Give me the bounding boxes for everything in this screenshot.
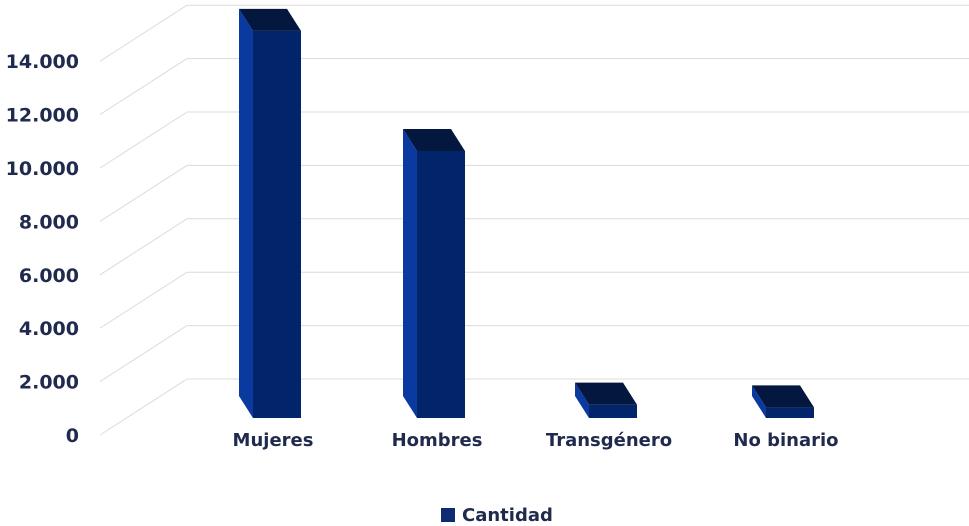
bar-front bbox=[589, 404, 637, 418]
x-tick-label: No binario bbox=[733, 430, 838, 451]
bar-top bbox=[403, 129, 465, 151]
bar-front bbox=[253, 30, 301, 418]
y-tick-label: 12.000 bbox=[6, 105, 79, 127]
bar-side bbox=[752, 385, 766, 418]
bar-side bbox=[575, 382, 589, 418]
y-axis-ticks: 0 2.000 4.000 6.000 8.000 10.000 12.000 14.000 bbox=[6, 51, 79, 447]
x-axis-labels: Mujeres Hombres Transgénero No binario bbox=[233, 430, 839, 451]
gridline-wall bbox=[99, 271, 188, 329]
gridline-wall bbox=[99, 325, 188, 383]
gridline-wall bbox=[99, 378, 188, 436]
bar-front bbox=[417, 151, 465, 418]
y-tick-label: 8.000 bbox=[19, 211, 79, 233]
bar bbox=[239, 8, 301, 418]
bars bbox=[239, 8, 814, 418]
bar-front bbox=[766, 407, 814, 418]
x-tick-label: Hombres bbox=[392, 430, 483, 451]
y-tick-label: 4.000 bbox=[19, 318, 79, 340]
y-tick-label: 14.000 bbox=[6, 51, 79, 73]
legend-swatch bbox=[441, 508, 455, 522]
gridline-wall bbox=[99, 164, 188, 222]
y-tick-label: 6.000 bbox=[19, 265, 79, 287]
gridline-wall bbox=[99, 111, 188, 169]
y-tick-label: 2.000 bbox=[19, 372, 79, 394]
bar bbox=[752, 385, 814, 418]
bar-side bbox=[239, 8, 253, 418]
legend: Cantidad bbox=[441, 504, 553, 526]
y-tick-label: 10.000 bbox=[6, 158, 79, 180]
bar bbox=[575, 382, 637, 418]
bar bbox=[403, 129, 465, 418]
gridline-wall bbox=[99, 218, 188, 276]
bar-top bbox=[575, 382, 637, 405]
y-tick-label: 0 bbox=[66, 425, 79, 447]
bar-top bbox=[752, 385, 814, 408]
bar-top bbox=[239, 8, 301, 31]
gridline-wall bbox=[99, 58, 188, 116]
bar-side bbox=[403, 129, 417, 418]
gridline-wall bbox=[99, 4, 188, 62]
gridlines bbox=[99, 4, 969, 436]
legend-label: Cantidad bbox=[462, 504, 553, 526]
x-tick-label: Transgénero bbox=[546, 430, 672, 451]
x-tick-label: Mujeres bbox=[233, 430, 314, 451]
